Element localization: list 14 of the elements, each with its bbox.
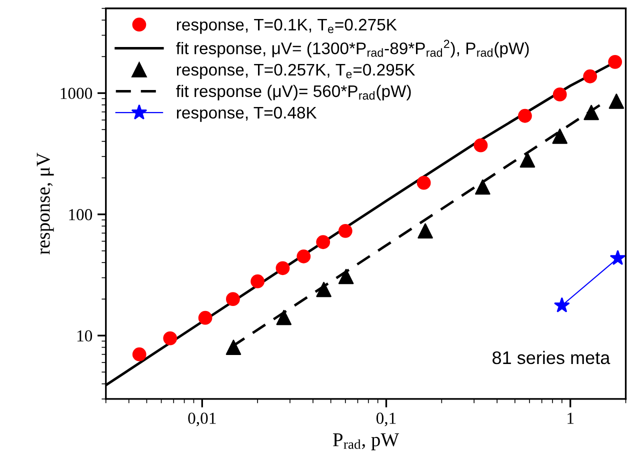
legend-label: response, T=0.257K, T$_{e}$=0.295K	[176, 64, 416, 79]
y-tick-label: 10	[77, 330, 92, 342]
x-axis-title: P$_{rad}$, pW	[333, 433, 400, 450]
y-tick-label: 100	[69, 209, 92, 220]
legend-label: response, T=0.1K, T$_{e}$=0.275K	[176, 18, 397, 34]
x-tick-label: 0,01	[188, 412, 216, 426]
x-tick-label: 1	[568, 412, 574, 424]
y-tick-label: 1000	[60, 88, 92, 100]
x-tick-label: 0,1	[376, 412, 396, 426]
y-axis-title: response, μV	[36, 152, 54, 254]
legend-label: response, T=0.48K	[176, 106, 317, 122]
legend-label: fit response (μV)= 560*P$_{rad}$(pW)	[176, 84, 411, 100]
annotation: 81 series meta	[492, 350, 610, 364]
legend-label: fit response, μV= (1300*P$_{rad}$-89*P$_{rad}$$^{2}$), P$_{rad}$(pW)	[176, 40, 529, 58]
